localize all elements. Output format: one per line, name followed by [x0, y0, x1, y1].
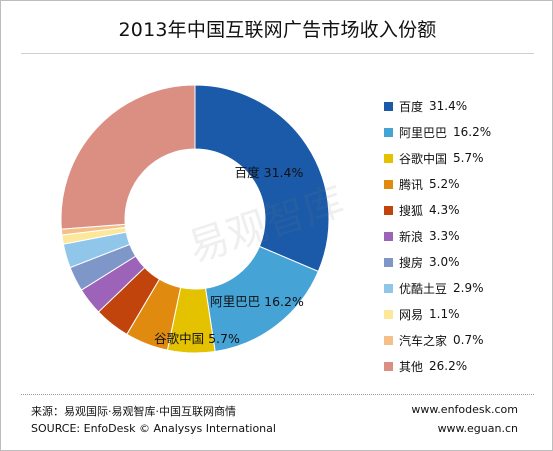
legend-item: 搜房 3.0% — [384, 249, 544, 275]
legend-label: 阿里巴巴 — [399, 125, 448, 140]
legend-label: 汽车之家 — [399, 333, 448, 348]
legend-swatch — [384, 283, 393, 293]
legend-value: 3.0% — [429, 255, 460, 269]
legend-label: 网易 — [399, 307, 424, 322]
legend-item: 其他 26.2% — [384, 353, 544, 379]
legend-swatch — [384, 335, 393, 345]
legend-item: 汽车之家 0.7% — [384, 327, 544, 353]
legend-label: 谷歌中国 — [399, 151, 448, 166]
legend-value: 5.7% — [453, 151, 484, 165]
legend-item: 新浪 3.3% — [384, 223, 544, 249]
legend-swatch — [384, 361, 393, 371]
legend-value: 31.4% — [429, 99, 468, 113]
legend-label: 优酷土豆 — [399, 281, 448, 296]
legend-label: 搜狐 — [399, 203, 424, 218]
legend-value: 26.2% — [429, 359, 468, 373]
legend-swatch — [384, 127, 393, 137]
legend-value: 3.3% — [429, 229, 460, 243]
legend-swatch — [384, 179, 393, 189]
chart-legend: 百度 31.4% 阿里巴巴 16.2% 谷歌中国 5.7% 腾讯 5.2% 搜狐 4.3% 新浪 3.… — [384, 93, 544, 379]
legend-value: 16.2% — [453, 125, 492, 139]
legend-label: 其他 — [399, 359, 424, 374]
legend-value: 5.2% — [429, 177, 460, 191]
slice-label-1: 百度 31.4% — [235, 165, 304, 180]
legend-swatch — [384, 205, 393, 215]
legend-item: 百度 31.4% — [384, 93, 544, 119]
legend-swatch — [384, 101, 393, 111]
legend-value: 0.7% — [453, 333, 484, 347]
source-cn: 来源：易观国际·易观智库·中国互联网商情 — [31, 405, 236, 418]
legend-swatch — [384, 257, 393, 267]
slice-11 — [60, 84, 196, 230]
footer-url-eguan[interactable]: www.eguan.cn — [437, 422, 518, 435]
slice-label-2: 阿里巴巴 16.2% — [210, 294, 304, 309]
legend-item: 腾讯 5.2% — [384, 171, 544, 197]
legend-item: 网易 1.1% — [384, 301, 544, 327]
legend-label: 搜房 — [399, 255, 424, 270]
legend-value: 1.1% — [429, 307, 460, 321]
footer-divider — [21, 394, 534, 395]
legend-value: 4.3% — [429, 203, 460, 217]
legend-swatch — [384, 309, 393, 319]
legend-swatch — [384, 153, 393, 163]
legend-item: 搜狐 4.3% — [384, 197, 544, 223]
legend-swatch — [384, 231, 393, 241]
legend-item: 阿里巴巴 16.2% — [384, 119, 544, 145]
chart-title: 2013年中国互联网广告市场收入份额 — [118, 19, 437, 41]
legend-label: 腾讯 — [399, 177, 424, 192]
slice-label-3: 谷歌中国 5.7% — [154, 331, 240, 346]
legend-label: 新浪 — [399, 229, 424, 244]
title-divider — [21, 53, 534, 54]
legend-label: 百度 — [399, 99, 424, 114]
legend-item: 优酷土豆 2.9% — [384, 275, 544, 301]
source-en: SOURCE: EnfoDesk © Analysys Internationa… — [31, 422, 276, 435]
footer-url-enfodesk[interactable]: www.enfodesk.com — [411, 403, 518, 416]
slice-1 — [194, 84, 330, 273]
legend-item: 谷歌中国 5.7% — [384, 145, 544, 171]
legend-value: 2.9% — [453, 281, 484, 295]
